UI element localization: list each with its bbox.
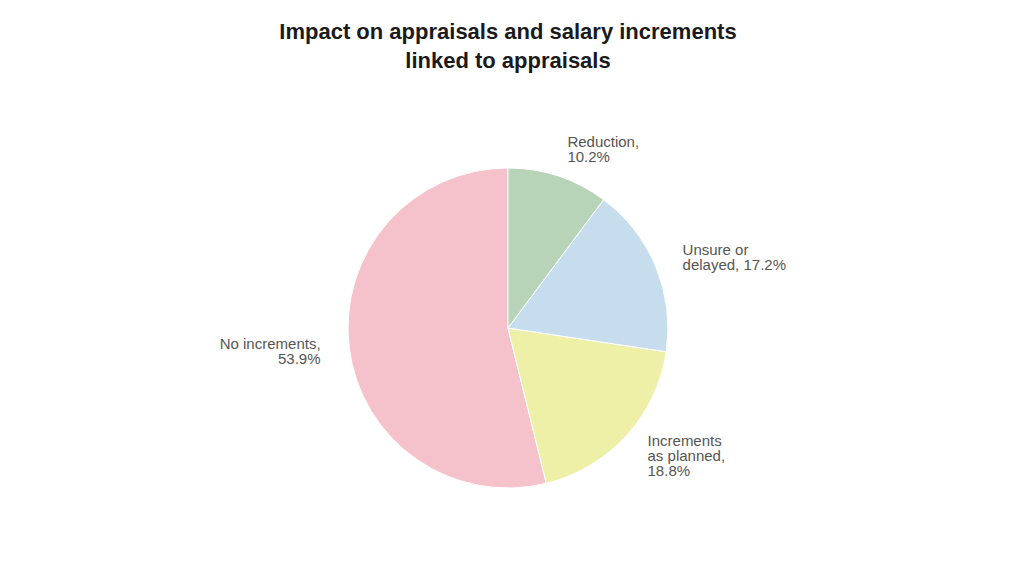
svg-text:No increments,53.9%: No increments,53.9%: [220, 335, 321, 367]
svg-text:Incrementsas planned,18.8%: Incrementsas planned,18.8%: [648, 432, 726, 479]
html-text:linked to appraisals: linked to appraisals: [405, 47, 611, 73]
svg-text:Reduction,10.2%: Reduction,10.2%: [567, 133, 639, 165]
html-text:Impact on appraisals and salar: Impact on appraisals and salary incremen…: [279, 19, 737, 44]
svg-text:Unsure ordelayed, 17.2%: Unsure ordelayed, 17.2%: [683, 240, 786, 272]
